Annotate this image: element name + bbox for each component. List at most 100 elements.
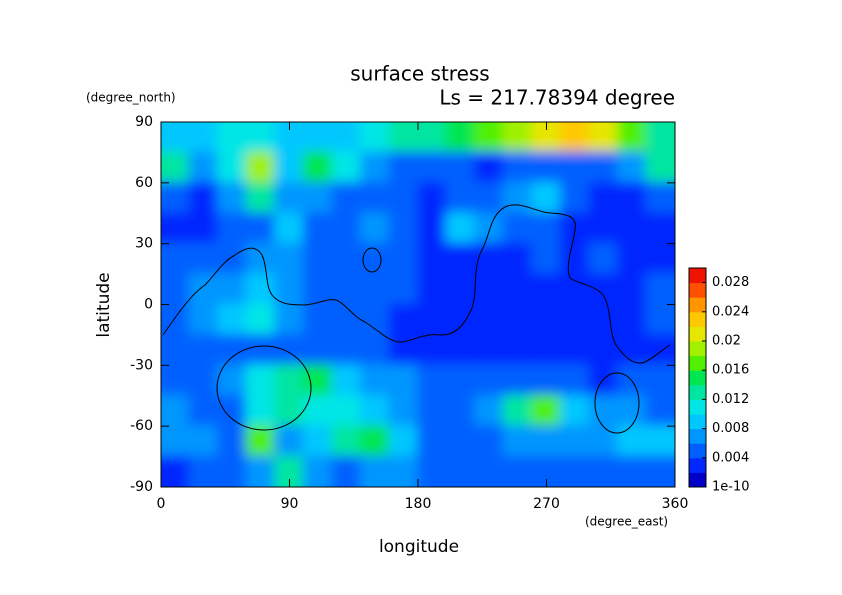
cell xyxy=(245,333,277,367)
x-tick-label: 0 xyxy=(157,496,166,512)
colorbar-swatch xyxy=(689,457,706,473)
cell xyxy=(474,212,505,245)
cell xyxy=(331,122,362,154)
cell xyxy=(417,394,448,428)
cell xyxy=(188,151,220,184)
cell xyxy=(502,122,534,154)
cell xyxy=(161,122,191,154)
cell xyxy=(359,333,391,367)
colorbar-swatch xyxy=(689,282,706,298)
chart-subtitle: Ls = 217.78394 degree xyxy=(439,86,675,110)
cell xyxy=(445,425,477,458)
cell xyxy=(616,303,648,336)
cell xyxy=(161,212,191,245)
x-tick-label: 180 xyxy=(405,496,432,512)
cell xyxy=(616,181,648,215)
y-tick-label: -90 xyxy=(130,479,153,495)
cell xyxy=(359,242,391,276)
cell xyxy=(417,122,448,154)
cell xyxy=(417,425,448,458)
cell xyxy=(388,394,419,428)
cell xyxy=(388,181,419,215)
field-cells xyxy=(161,122,675,487)
cell xyxy=(645,212,675,245)
cell xyxy=(502,425,534,458)
cell xyxy=(302,364,334,397)
cell xyxy=(217,273,248,306)
cell xyxy=(359,122,391,154)
cell xyxy=(388,455,419,487)
colorbar-tick-label: 0.016 xyxy=(712,363,749,378)
cell xyxy=(559,394,591,428)
cell xyxy=(531,122,562,154)
cell xyxy=(531,394,562,428)
cell xyxy=(245,303,277,336)
cell xyxy=(502,273,534,306)
cell xyxy=(417,151,448,184)
cell xyxy=(161,425,191,458)
x-axis-label: longitude xyxy=(379,537,459,557)
colorbar-swatch xyxy=(689,326,706,342)
colorbar-tick-label: 0.004 xyxy=(712,450,749,465)
cell xyxy=(245,364,277,397)
cell xyxy=(359,364,391,397)
cell xyxy=(645,455,675,487)
cell xyxy=(302,394,334,428)
cell xyxy=(274,212,305,245)
cell xyxy=(588,273,619,306)
cell xyxy=(245,122,277,154)
cell xyxy=(161,303,191,336)
cell xyxy=(531,151,562,184)
cell xyxy=(445,394,477,428)
cell xyxy=(274,364,305,397)
colorbar-tick-label: 0.028 xyxy=(712,275,749,290)
x-tick-label: 270 xyxy=(533,496,560,512)
cell xyxy=(502,212,534,245)
cell xyxy=(474,181,505,215)
colorbar-frame xyxy=(688,267,707,488)
colorbar-swatch xyxy=(689,472,706,488)
cell xyxy=(302,181,334,215)
cell xyxy=(645,333,675,367)
cell xyxy=(531,273,562,306)
cell xyxy=(502,303,534,336)
cell xyxy=(588,455,619,487)
cell xyxy=(359,151,391,184)
cell xyxy=(217,212,248,245)
cell xyxy=(616,273,648,306)
cell xyxy=(502,394,534,428)
cell xyxy=(359,181,391,215)
cell xyxy=(588,181,619,215)
colorbar-tick-label: 0.012 xyxy=(712,392,749,407)
cell xyxy=(616,425,648,458)
cell xyxy=(302,151,334,184)
cell xyxy=(331,303,362,336)
cell xyxy=(161,151,191,184)
cell xyxy=(217,242,248,276)
cell xyxy=(616,394,648,428)
cell xyxy=(445,273,477,306)
cell xyxy=(302,212,334,245)
cell xyxy=(531,181,562,215)
cell xyxy=(559,303,591,336)
cell xyxy=(274,181,305,215)
cell xyxy=(388,425,419,458)
cell xyxy=(161,394,191,428)
y-tick-label: -30 xyxy=(130,357,153,373)
y-tick-label: 60 xyxy=(135,175,153,191)
x-unit: (degree_east) xyxy=(585,515,668,529)
cell xyxy=(559,455,591,487)
cell xyxy=(217,455,248,487)
cell xyxy=(445,455,477,487)
cell xyxy=(302,273,334,306)
cell xyxy=(588,303,619,336)
cell xyxy=(388,364,419,397)
cell xyxy=(302,333,334,367)
cell xyxy=(531,333,562,367)
cell xyxy=(188,455,220,487)
cell xyxy=(559,273,591,306)
cell xyxy=(331,242,362,276)
cell xyxy=(302,425,334,458)
cell xyxy=(188,242,220,276)
colorbar-tick-label: 0.024 xyxy=(712,304,749,319)
